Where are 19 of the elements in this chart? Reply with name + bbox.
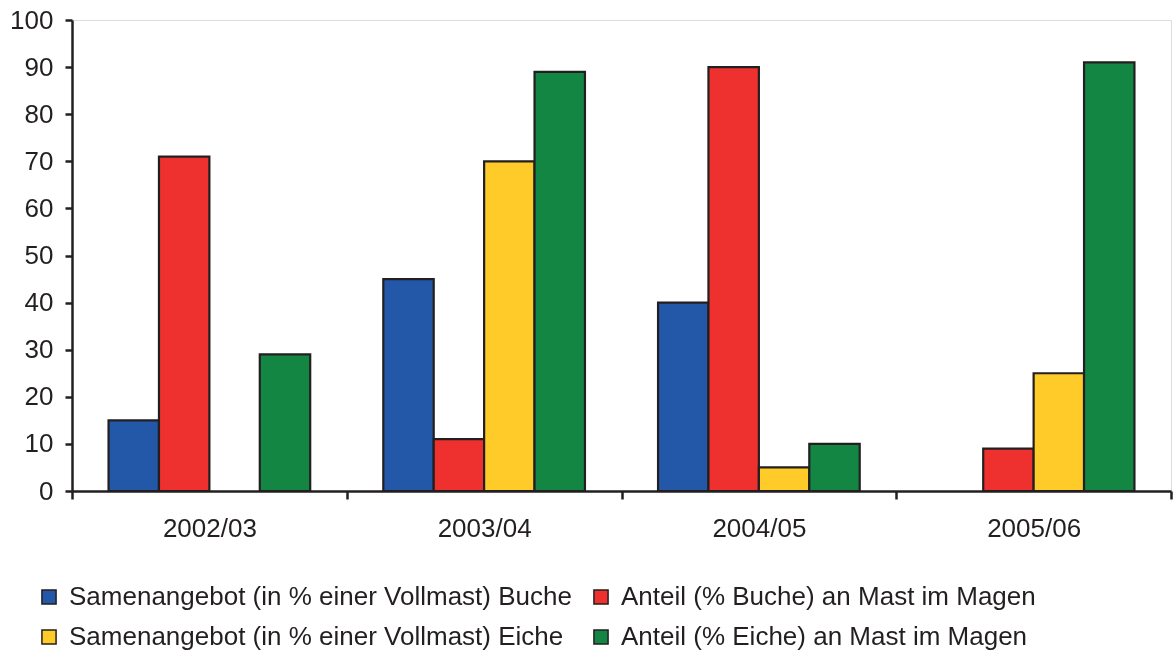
legend-label: Anteil (% Eiche) an Mast im Magen [621, 621, 1028, 651]
x-tick-label: 2003/04 [437, 512, 532, 543]
y-tick-label: 0 [39, 475, 54, 506]
y-tick-label: 100 [10, 4, 54, 35]
x-tick-label: 2005/06 [987, 512, 1082, 543]
y-tick-label: 10 [24, 428, 54, 459]
y-tick-label: 40 [24, 287, 54, 318]
y-tick-label: 50 [24, 240, 54, 270]
legend-label: Samenangebot (in % einer Vollmast) Eiche [69, 621, 564, 651]
legend-label: Anteil (% Buche) an Mast im Magen [621, 581, 1036, 611]
y-tick-label: 70 [24, 145, 54, 176]
y-tick-label: 60 [24, 192, 54, 223]
legend-label: Samenangebot (in % einer Vollmast) Buche [69, 581, 572, 611]
y-tick-label: 80 [24, 98, 54, 129]
y-tick-label: 90 [24, 51, 54, 82]
y-tick-label: 30 [24, 334, 54, 365]
x-tick-label: 2002/03 [162, 512, 257, 543]
x-tick-label: 2004/05 [712, 512, 807, 543]
y-tick-label: 20 [24, 381, 54, 412]
